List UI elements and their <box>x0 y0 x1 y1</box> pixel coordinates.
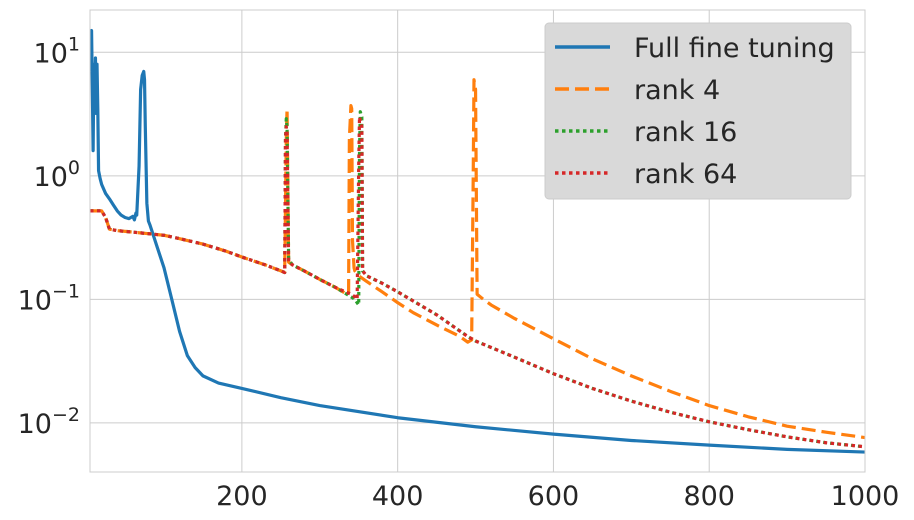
x-axis-ticks: 200 400 600 800 1000 <box>216 481 899 512</box>
series-line-4 <box>90 115 865 449</box>
x-tick-label: 200 <box>216 481 268 512</box>
x-tick-label: 400 <box>372 481 424 512</box>
series-lines <box>90 28 865 454</box>
x-tick-label: 800 <box>683 481 735 512</box>
legend-label: rank 64 <box>634 159 737 190</box>
plot-frame <box>89 9 866 473</box>
y-tick-label: 100 <box>34 157 80 193</box>
legend-label: Full fine tuning <box>634 33 835 64</box>
legend-label: rank 4 <box>634 75 720 106</box>
x-tick-label: 600 <box>528 481 580 512</box>
legend: Full fine tuning rank 4 rank 16 rank 64 <box>544 22 852 200</box>
y-tick-label: 10−2 <box>18 404 80 440</box>
y-axis-ticks: 101 100 10−1 10−2 <box>18 33 80 440</box>
legend-box <box>544 22 852 200</box>
series-line-1 <box>90 28 865 454</box>
y-tick-label: 101 <box>34 33 80 69</box>
legend-label: rank 16 <box>634 117 737 148</box>
y-tick-label: 10−1 <box>18 280 80 316</box>
x-tick-label: 1000 <box>831 481 900 512</box>
